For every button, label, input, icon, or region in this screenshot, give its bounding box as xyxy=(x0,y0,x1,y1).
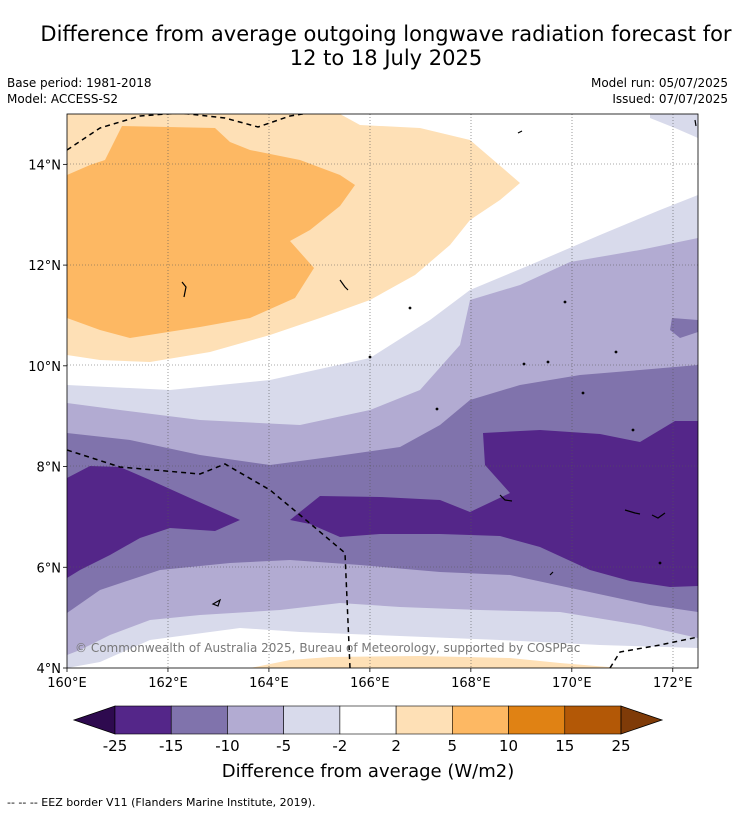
y-tick-label: 4°N xyxy=(37,662,62,677)
footer-note: -- -- -- EEZ border V11 (Flanders Marine… xyxy=(7,796,316,809)
meta-left: Base period: 1981-2018 Model: ACCESS-S2 xyxy=(7,75,152,107)
colorbar-tick-label: -15 xyxy=(159,737,184,755)
y-tick-label: 6°N xyxy=(37,561,62,576)
title-line-2: 12 to 18 July 2025 xyxy=(289,46,483,70)
colorbar-swatch xyxy=(339,705,397,735)
colorbar-tick-label: 10 xyxy=(499,737,518,755)
colorbar-extend-low xyxy=(72,705,116,735)
colorbar-label: Difference from average (W/m2) xyxy=(221,761,515,782)
y-tick-label: 14°N xyxy=(28,158,61,173)
colorbar-extend-high xyxy=(620,705,664,735)
colorbar-swatch xyxy=(114,705,172,735)
contour-field xyxy=(67,114,698,668)
colorbar-tick-label: 15 xyxy=(555,737,574,755)
x-tick-label: 160°E xyxy=(47,676,87,691)
colorbar-swatch xyxy=(452,705,509,735)
band-minus10-patch xyxy=(670,318,698,338)
colorbar-tick-label: 5 xyxy=(448,737,458,755)
band-minus10 xyxy=(67,365,698,613)
colorbar-swatch xyxy=(564,705,622,735)
model-run: Model run: 05/07/2025 xyxy=(590,76,728,90)
y-axis: 14°N 12°N 10°N 8°N 6°N 4°N xyxy=(28,158,67,677)
x-tick-label: 170°E xyxy=(552,676,592,691)
y-tick-label: 12°N xyxy=(28,259,61,274)
copyright-notice: © Commonwealth of Australia 2025, Bureau… xyxy=(75,641,581,655)
colorbar-tick-label: -2 xyxy=(332,737,347,755)
islands xyxy=(181,119,697,607)
x-tick-label: 168°E xyxy=(451,676,491,691)
colorbar-swatch xyxy=(283,705,341,735)
model-name: Model: ACCESS-S2 xyxy=(7,92,119,106)
x-tick-label: 162°E xyxy=(148,676,188,691)
colorbar-tick-label: -10 xyxy=(215,737,240,755)
x-tick-label: 166°E xyxy=(350,676,390,691)
colorbar-tick-label: -25 xyxy=(103,737,128,755)
issued-date: Issued: 07/07/2025 xyxy=(612,92,728,106)
title-line-1: Difference from average outgoing longwav… xyxy=(40,22,732,46)
y-tick-label: 10°N xyxy=(28,360,61,375)
colorbar-swatch xyxy=(170,705,228,735)
y-tick-label: 8°N xyxy=(37,461,62,476)
colorbar-swatch xyxy=(395,705,453,735)
base-period: Base period: 1981-2018 xyxy=(7,76,152,90)
colorbar: -25 -15 -10 -5 -2 2 5 10 15 25 xyxy=(72,705,664,755)
eez-border xyxy=(67,114,698,668)
colorbar-swatch xyxy=(227,705,284,735)
x-axis: 160°E 162°E 164°E 166°E 168°E 170°E 172°E xyxy=(47,668,693,691)
colorbar-swatch xyxy=(508,705,566,735)
band-minus15-east xyxy=(290,421,698,587)
colorbar-tick-label: 25 xyxy=(611,737,630,755)
x-tick-label: 164°E xyxy=(249,676,289,691)
band-plus2-south xyxy=(250,656,620,668)
band-plus5 xyxy=(67,126,355,338)
meta-right: Model run: 05/07/2025 Issued: 07/07/2025 xyxy=(591,75,728,107)
band-minus2-north xyxy=(650,114,698,138)
graticule xyxy=(67,114,698,668)
page-title: Difference from average outgoing longwav… xyxy=(0,22,736,70)
map-frame xyxy=(66,113,699,669)
colorbar-tick-label: -5 xyxy=(276,737,291,755)
band-minus15-west xyxy=(67,466,240,578)
x-tick-label: 172°E xyxy=(653,676,693,691)
colorbar-tick-label: 2 xyxy=(391,737,401,755)
